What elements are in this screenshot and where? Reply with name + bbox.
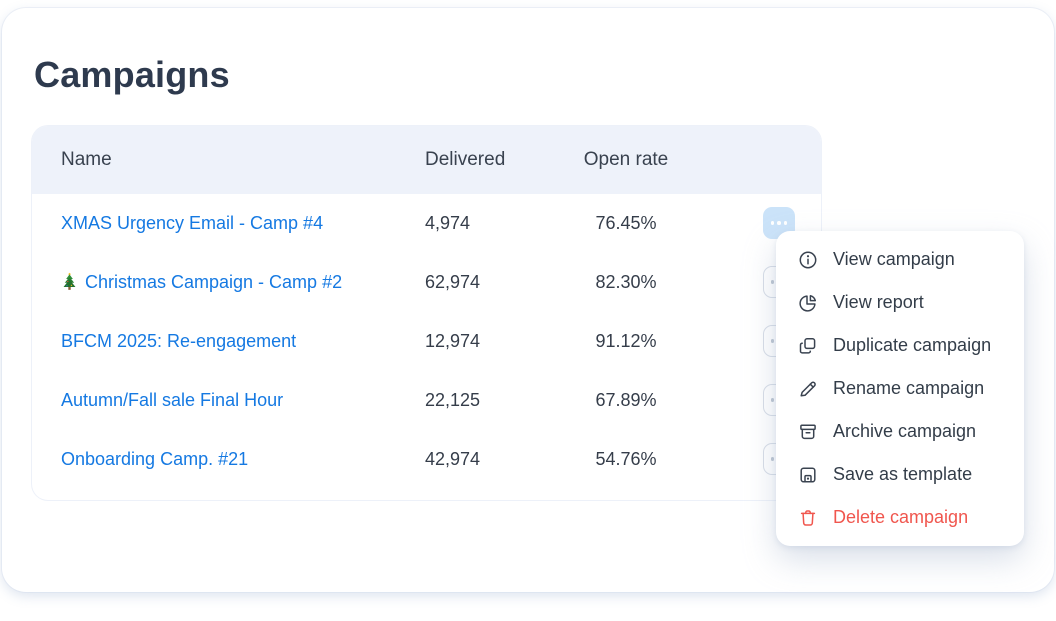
column-header-open-rate: Open rate bbox=[583, 149, 669, 170]
menu-item-save-as-template[interactable]: Save as template bbox=[776, 453, 1024, 496]
table-row: BFCM 2025: Re-engagement 12,974 91.12% bbox=[32, 312, 821, 371]
ellipsis-icon bbox=[770, 398, 775, 402]
campaigns-table: Name Delivered Open rate XMAS Urgency Em… bbox=[32, 126, 821, 500]
christmas-tree-icon bbox=[63, 272, 76, 290]
menu-item-rename-campaign[interactable]: Rename campaign bbox=[776, 367, 1024, 410]
delivered-value: 4,974 bbox=[425, 213, 471, 233]
campaign-name-link[interactable]: Autumn/Fall sale Final Hour bbox=[61, 390, 284, 410]
menu-item-archive-campaign[interactable]: Archive campaign bbox=[776, 410, 1024, 453]
delivered-value: 22,125 bbox=[425, 390, 481, 410]
open-rate-value: 82.30% bbox=[595, 272, 657, 292]
ellipsis-icon bbox=[770, 280, 775, 284]
campaign-name-link[interactable]: Christmas Campaign - Camp #2 bbox=[61, 272, 342, 292]
open-rate-value: 67.89% bbox=[595, 390, 657, 410]
table-header-row: Name Delivered Open rate bbox=[32, 126, 821, 194]
pencil-icon bbox=[800, 381, 816, 397]
ellipsis-icon bbox=[770, 221, 775, 225]
delivered-value: 62,974 bbox=[425, 272, 481, 292]
menu-item-view-campaign[interactable]: View campaign bbox=[776, 238, 1024, 281]
ellipsis-icon bbox=[770, 457, 775, 461]
table-row: Onboarding Camp. #21 42,974 54.76% bbox=[32, 430, 821, 489]
menu-item-duplicate-campaign[interactable]: Duplicate campaign bbox=[776, 324, 1024, 367]
campaign-name-link[interactable]: Onboarding Camp. #21 bbox=[61, 449, 249, 469]
open-rate-value: 91.12% bbox=[595, 331, 657, 351]
row-actions-menu: View campaign View report Duplicate camp… bbox=[776, 231, 1024, 546]
menu-item-delete-campaign[interactable]: Delete campaign bbox=[776, 496, 1024, 539]
delivered-value: 42,974 bbox=[425, 449, 481, 469]
copy-icon bbox=[799, 337, 816, 354]
floppy-disk-icon bbox=[800, 466, 816, 483]
archive-icon bbox=[800, 424, 816, 439]
delivered-value: 12,974 bbox=[425, 331, 481, 351]
column-header-name: Name bbox=[61, 149, 112, 170]
trash-icon bbox=[800, 509, 816, 526]
table-row: XMAS Urgency Email - Camp #4 4,974 76.45… bbox=[32, 194, 821, 253]
campaign-name-link[interactable]: BFCM 2025: Re-engagement bbox=[61, 331, 297, 351]
open-rate-value: 54.76% bbox=[595, 449, 657, 469]
info-circle-icon bbox=[799, 251, 817, 268]
column-header-delivered: Delivered bbox=[425, 149, 506, 170]
pie-chart-icon bbox=[799, 294, 817, 312]
table-row: Autumn/Fall sale Final Hour 22,125 67.89… bbox=[32, 371, 821, 430]
page-card: Campaigns Name Delivered Open rate XMAS … bbox=[2, 8, 1054, 592]
menu-item-view-report[interactable]: View report bbox=[776, 281, 1024, 324]
ellipsis-icon bbox=[770, 339, 775, 343]
open-rate-value: 76.45% bbox=[595, 213, 657, 233]
table-row: Christmas Campaign - Camp #2 62,974 82.3… bbox=[32, 253, 821, 312]
page-title: Campaigns bbox=[34, 54, 230, 95]
campaign-name-link[interactable]: XMAS Urgency Email - Camp #4 bbox=[61, 213, 324, 233]
